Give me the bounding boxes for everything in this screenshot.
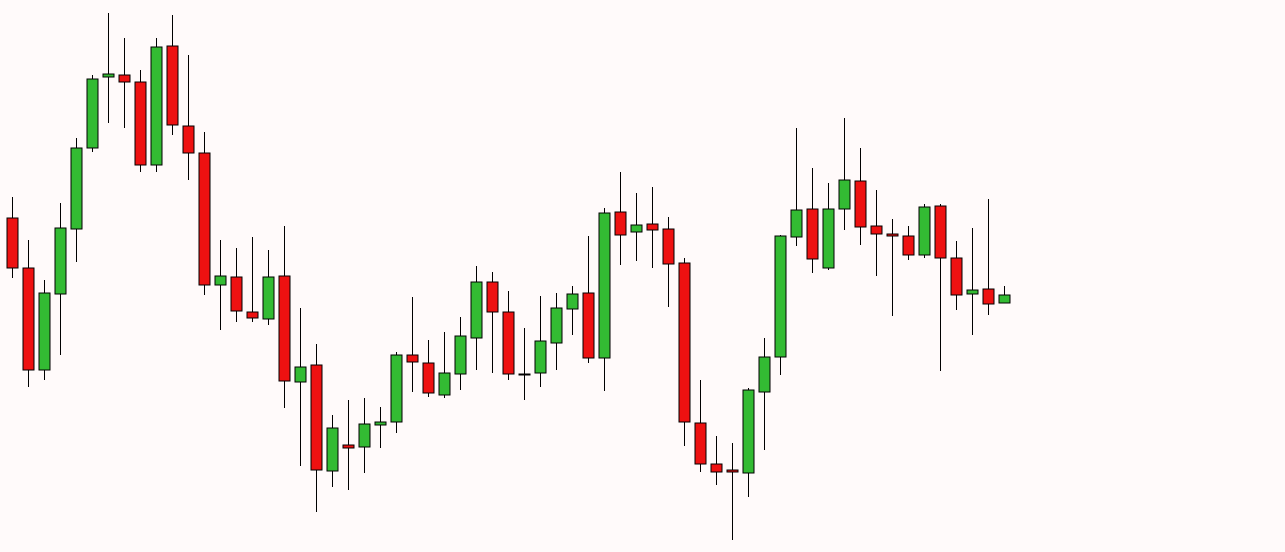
candle-body	[918, 206, 931, 256]
candle-body	[982, 288, 995, 305]
candle-body	[326, 427, 339, 472]
candle-body	[742, 389, 755, 474]
candle-body	[662, 228, 675, 265]
candle-body	[38, 292, 51, 371]
candle-body	[822, 208, 835, 269]
candle-body	[998, 294, 1011, 304]
candle-body	[790, 209, 803, 238]
candle-body	[598, 212, 611, 359]
candle-body	[854, 180, 867, 228]
candle-body	[950, 257, 963, 296]
candle-body	[774, 235, 787, 358]
candle-body	[454, 335, 467, 375]
candle-body	[518, 373, 531, 376]
candle-body	[886, 233, 899, 237]
candle-body	[70, 147, 83, 230]
candle-body	[726, 469, 739, 473]
candle-body	[134, 81, 147, 166]
candle-body	[22, 267, 35, 371]
candle-body	[86, 78, 99, 149]
candle-body	[534, 340, 547, 374]
candle-body	[966, 289, 979, 295]
candle-body	[470, 281, 483, 339]
candle-body	[438, 372, 451, 396]
candle-body	[838, 179, 851, 210]
candle-body	[278, 275, 291, 382]
candle-body	[902, 235, 915, 256]
candle-body	[118, 74, 131, 83]
candle-body	[102, 73, 115, 78]
candle-body	[614, 211, 627, 236]
candle-body	[342, 444, 355, 449]
candle-body	[694, 422, 707, 465]
candle-body	[6, 217, 19, 269]
candle-body	[934, 205, 947, 259]
candle-body	[358, 423, 371, 448]
candle-body	[310, 364, 323, 471]
candle-body	[150, 46, 163, 166]
candle-body	[486, 281, 499, 313]
candle-body	[422, 362, 435, 394]
candle-body	[582, 292, 595, 359]
candle-body	[870, 225, 883, 235]
candle-body	[374, 421, 387, 426]
candle-body	[262, 276, 275, 320]
candle-body	[710, 463, 723, 473]
candle-body	[502, 311, 515, 375]
candle-body	[566, 293, 579, 310]
candle-body	[214, 275, 227, 286]
candle-body	[406, 354, 419, 363]
candle-body	[166, 45, 179, 126]
candle-body	[54, 227, 67, 295]
candle-body	[198, 152, 211, 286]
candle-body	[294, 366, 307, 383]
candle-body	[230, 276, 243, 312]
candle-body	[550, 307, 563, 344]
candle-body	[806, 208, 819, 260]
candle-body	[758, 356, 771, 393]
candle-body	[182, 125, 195, 154]
candle-body	[678, 262, 691, 423]
candle-body	[246, 311, 259, 319]
candle-body	[646, 223, 659, 231]
candle-body	[390, 354, 403, 423]
candle-body	[630, 224, 643, 233]
